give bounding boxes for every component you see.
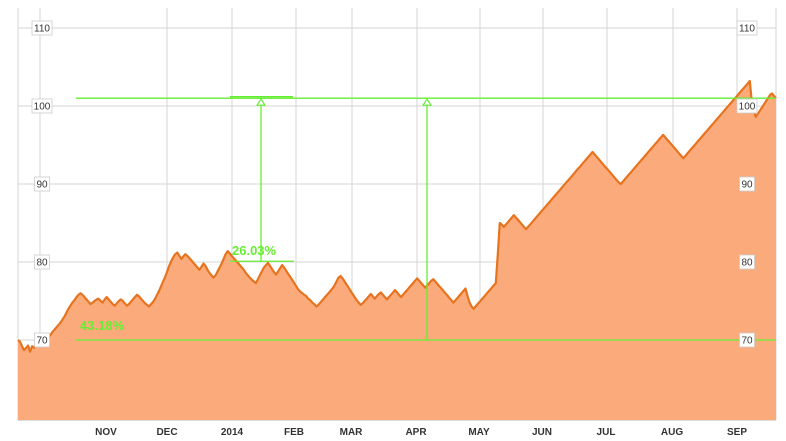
y-tick-label: 70 (36, 336, 48, 347)
x-tick-label: MAR (340, 427, 364, 438)
y-tick-label: 70 (741, 336, 753, 347)
y-tick-box (31, 20, 53, 36)
annotation-label-26: 26.03% (232, 243, 277, 258)
y-tick-label: 90 (741, 180, 753, 191)
y-tick-box (736, 20, 758, 36)
x-tick-label: JUL (597, 427, 616, 438)
y-tick-box (736, 98, 758, 114)
y-axis-right: 70 80 90 100 110 (736, 20, 758, 348)
x-tick-label: JUN (532, 427, 552, 438)
y-tick-box (34, 176, 50, 192)
y-tick-box (739, 254, 755, 270)
price-area-fill (18, 81, 776, 420)
y-axis-left: 70 80 90 100 110 (31, 20, 53, 348)
y-tick-box (739, 332, 755, 348)
y-tick-label: 110 (34, 24, 50, 35)
y-tick-box (34, 254, 50, 270)
x-tick-label: APR (405, 427, 427, 438)
x-tick-label: DEC (156, 427, 177, 438)
y-tick-box (34, 332, 50, 348)
y-tick-label: 80 (741, 258, 753, 269)
price-line (17, 79, 777, 353)
y-tick-label: 90 (36, 180, 48, 191)
y-tick-label: 80 (36, 258, 48, 269)
y-tick-label: 100 (739, 102, 756, 113)
x-tick-label: MAY (468, 427, 490, 438)
annotation-layer: 26.03% 43.18% (76, 96, 776, 341)
y-tick-box (739, 176, 755, 192)
x-tick-label: NOV (95, 427, 117, 438)
x-tick-label: FEB (284, 427, 304, 438)
y-tick-label: 110 (739, 24, 755, 35)
annotation-label-43: 43.18% (80, 318, 125, 333)
x-axis: NOV DEC 2014 FEB MAR APR MAY JUN JUL AUG SEP (95, 427, 747, 438)
y-tick-label: 100 (34, 102, 51, 113)
x-tick-label: SEP (727, 427, 747, 438)
y-tick-box (31, 98, 53, 114)
x-tick-label: AUG (661, 427, 683, 438)
measure-arrow-1-head (255, 98, 267, 106)
measure-arrow-2-head (421, 98, 433, 106)
x-tick-label: 2014 (221, 427, 244, 438)
